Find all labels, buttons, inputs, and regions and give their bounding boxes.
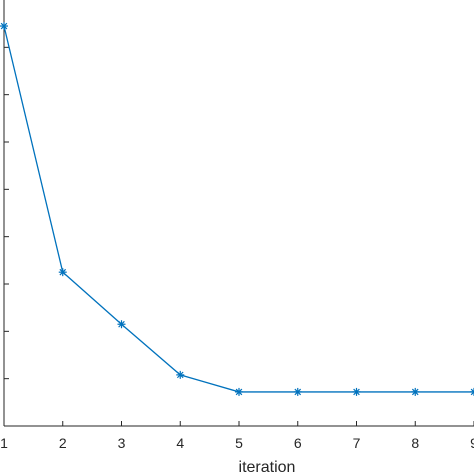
x-tick-labels: 1 2 3 4 5 6 7 8 9 xyxy=(0,435,474,451)
x-tick-label: 7 xyxy=(353,435,361,451)
data-point-marker xyxy=(235,387,243,396)
data-point-marker xyxy=(58,268,67,277)
x-tick-label: 3 xyxy=(118,435,126,451)
data-point-marker xyxy=(117,320,126,329)
x-tick-label: 2 xyxy=(59,435,67,451)
y-axis-ticks xyxy=(4,46,9,380)
x-axis-label: iteration xyxy=(239,459,296,474)
data-point-marker xyxy=(0,22,8,31)
data-point-marker xyxy=(293,387,302,396)
data-point-marker xyxy=(411,387,420,396)
x-tick-label: 8 xyxy=(411,435,419,451)
x-tick-label: 9 xyxy=(470,435,474,451)
x-tick-label: 5 xyxy=(235,435,243,451)
series-group xyxy=(0,22,474,396)
series-line xyxy=(3,25,474,393)
x-tick-label: 4 xyxy=(176,435,184,451)
data-point-marker xyxy=(352,387,361,396)
x-tick-label: 6 xyxy=(294,435,302,451)
x-axis-ticks xyxy=(3,421,474,426)
x-tick-label: 1 xyxy=(0,435,8,451)
data-point-marker xyxy=(176,370,185,379)
plot-frame xyxy=(3,0,474,427)
data-point-marker xyxy=(470,387,474,396)
